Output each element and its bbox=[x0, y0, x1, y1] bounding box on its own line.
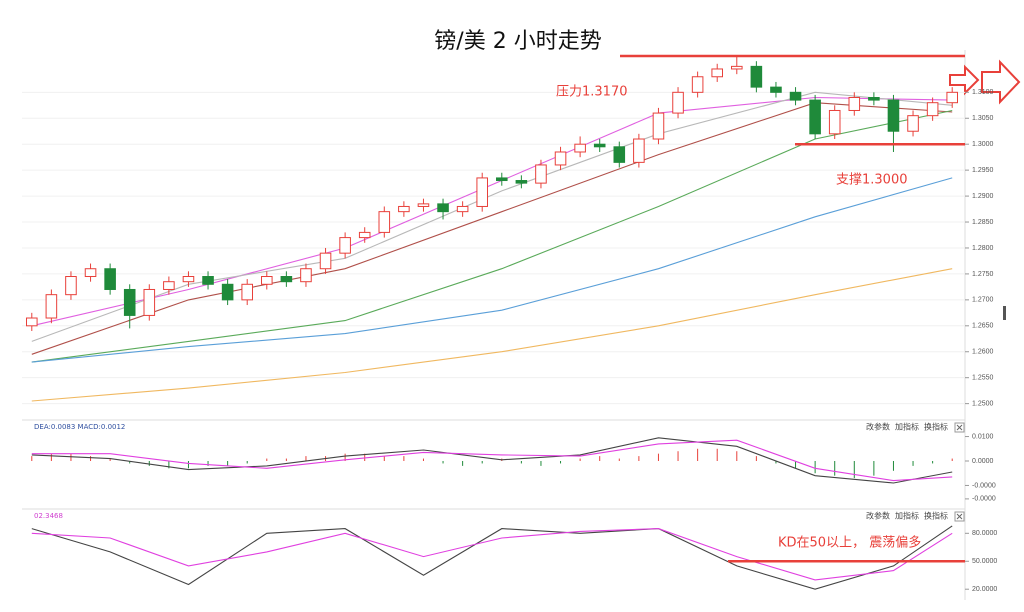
candle-body bbox=[221, 283, 234, 301]
panel-button[interactable]: 换指标 bbox=[924, 511, 948, 521]
y-tick-label: 1.3050 bbox=[972, 115, 994, 122]
y-tick-label: 1.2850 bbox=[972, 219, 994, 226]
candle-body bbox=[691, 76, 704, 93]
y-tick-label: 20.0000 bbox=[972, 586, 997, 593]
candle-body bbox=[26, 317, 38, 327]
panel-button[interactable]: 改参数 bbox=[866, 511, 890, 521]
candle-body bbox=[828, 109, 841, 135]
arrow-icon bbox=[949, 64, 980, 96]
series-line bbox=[31, 525, 953, 590]
annotation: KD在50以上， 震荡偏多 bbox=[778, 535, 921, 551]
candle-body bbox=[554, 151, 567, 166]
candle-body bbox=[496, 177, 508, 182]
candle-body bbox=[319, 252, 332, 270]
candle-body bbox=[378, 211, 391, 233]
candle-body bbox=[476, 177, 488, 207]
candle-body bbox=[868, 97, 880, 101]
candle-body bbox=[887, 99, 900, 132]
y-tick-label: 80.0000 bbox=[972, 530, 997, 537]
candle-body bbox=[789, 91, 802, 101]
y-tick-label: 50.0000 bbox=[972, 558, 997, 565]
y-tick-label: 0.0100 bbox=[972, 433, 994, 440]
candle-body bbox=[398, 205, 410, 213]
candle-body bbox=[770, 86, 782, 93]
candle-body bbox=[926, 102, 939, 117]
candle-body bbox=[417, 203, 430, 207]
candle-body bbox=[750, 65, 763, 88]
candle-body bbox=[143, 288, 156, 316]
scroll-marker bbox=[1003, 306, 1006, 320]
candle-body bbox=[711, 68, 723, 78]
candle-body bbox=[182, 276, 195, 283]
series-line bbox=[31, 528, 953, 581]
candle-body bbox=[574, 143, 586, 153]
candle-body bbox=[300, 268, 312, 283]
candle-body bbox=[104, 268, 116, 290]
candle-body bbox=[280, 276, 293, 283]
y-tick-label: 1.3100 bbox=[972, 89, 994, 96]
y-tick-label: 1.2750 bbox=[972, 271, 994, 278]
y-tick-label: 1.2800 bbox=[972, 245, 994, 252]
annotation: 压力1.3170 bbox=[556, 85, 628, 100]
candle-body bbox=[163, 281, 175, 290]
y-tick-label: 1.2500 bbox=[972, 400, 994, 407]
candle-body bbox=[907, 115, 919, 132]
close-icon bbox=[956, 424, 963, 431]
candle-body bbox=[593, 143, 606, 148]
y-tick-label: 1.2650 bbox=[972, 323, 994, 330]
panel-button[interactable]: 换指标 bbox=[924, 422, 948, 432]
annotation: 支撑1.3000 bbox=[836, 173, 908, 188]
candle-body bbox=[45, 294, 58, 319]
candle-body bbox=[84, 268, 97, 278]
candle-body bbox=[633, 138, 645, 163]
candle-body bbox=[809, 99, 821, 135]
candle-body bbox=[613, 146, 626, 163]
candle-body bbox=[437, 203, 449, 213]
indicator-label: 02.3468 bbox=[34, 512, 63, 520]
candle-body bbox=[65, 276, 77, 296]
candle-body bbox=[123, 288, 136, 316]
series-line bbox=[31, 439, 953, 482]
candle-body bbox=[535, 164, 547, 184]
y-tick-label: -0.0000 bbox=[972, 482, 996, 489]
panel-button[interactable]: 加指标 bbox=[895, 422, 919, 432]
candle-body bbox=[652, 112, 665, 140]
y-tick-label: 1.2900 bbox=[972, 193, 994, 200]
y-tick-label: 1.2950 bbox=[972, 167, 994, 174]
candle-body bbox=[339, 237, 351, 254]
candle-body bbox=[456, 205, 469, 213]
candle-body bbox=[241, 283, 253, 301]
candle-body bbox=[946, 91, 958, 104]
close-icon bbox=[956, 513, 963, 520]
chart-title: 镑/美 2 小时走势 bbox=[434, 29, 601, 54]
y-tick-label: 1.3000 bbox=[972, 141, 994, 148]
y-tick-label: 0.0000 bbox=[972, 458, 994, 465]
series-line bbox=[31, 268, 953, 402]
y-tick-label: -0.0000 bbox=[972, 496, 996, 503]
series-line bbox=[31, 177, 953, 363]
candle-body bbox=[202, 276, 214, 285]
candle-body bbox=[515, 180, 528, 184]
y-tick-label: 1.2700 bbox=[972, 297, 994, 304]
candle-body bbox=[261, 276, 273, 285]
candle-body bbox=[848, 97, 861, 111]
panel-button[interactable]: 改参数 bbox=[866, 422, 890, 432]
series-line bbox=[31, 437, 953, 484]
candle-body bbox=[731, 65, 743, 70]
candle-body bbox=[358, 231, 371, 239]
panel-button[interactable]: 加指标 bbox=[895, 511, 919, 521]
indicator-label: DEA:0.0083 MACD:0.0012 bbox=[34, 423, 125, 431]
y-tick-label: 1.2600 bbox=[972, 349, 994, 356]
y-tick-label: 1.2550 bbox=[972, 375, 994, 382]
candle-body bbox=[672, 91, 684, 114]
arrow-icon bbox=[981, 59, 1021, 105]
